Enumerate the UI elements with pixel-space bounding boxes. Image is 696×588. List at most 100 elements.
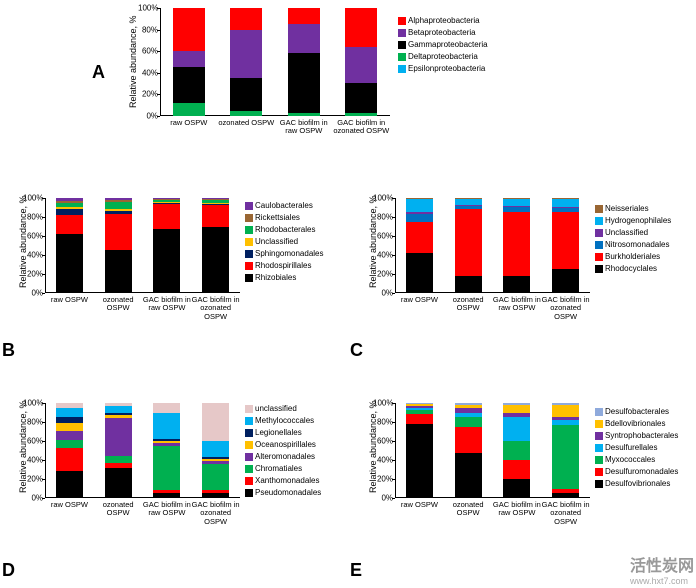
bar-segment bbox=[153, 204, 180, 230]
legend-swatch bbox=[595, 253, 603, 261]
legend-label: Desulfobacterales bbox=[605, 407, 669, 416]
bar-segment bbox=[552, 212, 579, 269]
bar-segment bbox=[153, 229, 180, 293]
legend-item: Nitrosomonadales bbox=[595, 239, 671, 250]
bar bbox=[173, 8, 205, 116]
panel-label-B: B bbox=[2, 340, 15, 361]
x-axis-label: raw OSPW bbox=[395, 296, 444, 304]
legend-item: Gammaproteobacteria bbox=[398, 39, 488, 50]
bar bbox=[153, 198, 180, 293]
panel-label-A: A bbox=[92, 62, 105, 83]
bar bbox=[230, 8, 262, 116]
legend-item: Unclassified bbox=[595, 227, 671, 238]
bar-segment bbox=[406, 424, 433, 498]
bar-segment bbox=[455, 276, 482, 293]
legend-label: Pseudomonadales bbox=[255, 488, 321, 497]
legend-label: Sphingomonadales bbox=[255, 249, 324, 258]
legend-label: Chromatiales bbox=[255, 464, 302, 473]
legend-swatch bbox=[595, 456, 603, 464]
bar-segment bbox=[105, 418, 132, 456]
legend-item: Rhodocyclales bbox=[595, 263, 671, 274]
x-axis-label: GAC biofilm in raw OSPW bbox=[143, 296, 192, 313]
bar-segment bbox=[345, 8, 377, 47]
bar-segment bbox=[455, 453, 482, 498]
legend-label: Rhodobacterales bbox=[255, 225, 315, 234]
x-axis-label: ozonated OSPW bbox=[218, 119, 276, 127]
legend-swatch bbox=[595, 265, 603, 273]
legend-swatch bbox=[595, 432, 603, 440]
legend-label: Rhodocyclales bbox=[605, 264, 657, 273]
bar-segment bbox=[153, 413, 180, 440]
bar-segment bbox=[345, 47, 377, 83]
legend-item: Desulfurellales bbox=[595, 442, 678, 453]
y-tick-label: 100% bbox=[23, 399, 43, 408]
bar-segment bbox=[202, 441, 229, 457]
legend-swatch bbox=[398, 29, 406, 37]
watermark-line2: www.hxt7.com bbox=[630, 576, 694, 586]
y-tick-label: 20% bbox=[138, 90, 158, 99]
legend-swatch bbox=[595, 468, 603, 476]
y-tick-label: 0% bbox=[373, 289, 393, 298]
bar-segment bbox=[503, 417, 530, 441]
bar-segment bbox=[503, 441, 530, 460]
bar bbox=[406, 198, 433, 293]
legend-item: Myxococcales bbox=[595, 454, 678, 465]
y-tick-label: 40% bbox=[373, 251, 393, 260]
legend-label: Desulfurellales bbox=[605, 443, 657, 452]
legend-label: Syntrophobacterales bbox=[605, 431, 678, 440]
bar-segment bbox=[345, 113, 377, 116]
y-tick-label: 0% bbox=[23, 289, 43, 298]
legend-swatch bbox=[245, 238, 253, 246]
y-tick-label: 40% bbox=[23, 456, 43, 465]
y-tick-label: 80% bbox=[373, 418, 393, 427]
bar-segment bbox=[230, 111, 262, 116]
legend-swatch bbox=[595, 241, 603, 249]
watermark-line1: 活性炭网 bbox=[630, 552, 694, 576]
legend-item: Betaproteobacteria bbox=[398, 27, 488, 38]
bar bbox=[552, 403, 579, 498]
y-tick-label: 0% bbox=[23, 494, 43, 503]
legend-label: Caulobacterales bbox=[255, 201, 313, 210]
bar-segment bbox=[173, 51, 205, 67]
legend-swatch bbox=[398, 41, 406, 49]
legend-item: Rhodospirillales bbox=[245, 260, 324, 271]
x-axis-label: GAC biofilm in ozonated OSPW bbox=[191, 501, 240, 526]
bar-segment bbox=[202, 464, 229, 491]
bar-segment bbox=[503, 405, 530, 413]
legend-item: Hydrogenophilales bbox=[595, 215, 671, 226]
legend-label: Xanthomonadales bbox=[255, 476, 320, 485]
legend-swatch bbox=[245, 453, 253, 461]
legend-swatch bbox=[245, 202, 253, 210]
panel-label-D: D bbox=[2, 560, 15, 581]
legend-label: Nitrosomonadales bbox=[605, 240, 669, 249]
x-axis-label: raw OSPW bbox=[45, 296, 94, 304]
legend-label: Deltaproteobacteria bbox=[408, 52, 478, 61]
bar-segment bbox=[552, 405, 579, 417]
legend-item: Desulfobacterales bbox=[595, 406, 678, 417]
bar bbox=[503, 403, 530, 498]
legend-D: unclassifiedMethylococcalesLegionellales… bbox=[245, 403, 321, 499]
bar-segment bbox=[552, 269, 579, 293]
y-tick-label: 0% bbox=[138, 112, 158, 121]
legend-label: Betaproteobacteria bbox=[408, 28, 476, 37]
y-tick-label: 100% bbox=[23, 194, 43, 203]
legend-swatch bbox=[398, 17, 406, 25]
y-tick-label: 100% bbox=[373, 399, 393, 408]
legend-label: Legionellales bbox=[255, 428, 302, 437]
y-tick-label: 0% bbox=[373, 494, 393, 503]
legend-item: Desulfuromonadales bbox=[595, 466, 678, 477]
x-axis-label: ozonated OSPW bbox=[444, 501, 493, 518]
legend-item: Unclassified bbox=[245, 236, 324, 247]
bar-segment bbox=[56, 440, 83, 448]
legend-item: Xanthomonadales bbox=[245, 475, 321, 486]
bar-segment bbox=[153, 493, 180, 498]
x-axis-label: ozonated OSPW bbox=[94, 501, 143, 518]
x-axis-label: GAC biofilm in raw OSPW bbox=[493, 296, 542, 313]
bar-segment bbox=[503, 212, 530, 276]
bar bbox=[153, 403, 180, 498]
bar-segment bbox=[552, 199, 579, 207]
bar-segment bbox=[173, 67, 205, 103]
bar-segment bbox=[202, 205, 229, 227]
legend-swatch bbox=[595, 420, 603, 428]
bar-segment bbox=[202, 227, 229, 294]
